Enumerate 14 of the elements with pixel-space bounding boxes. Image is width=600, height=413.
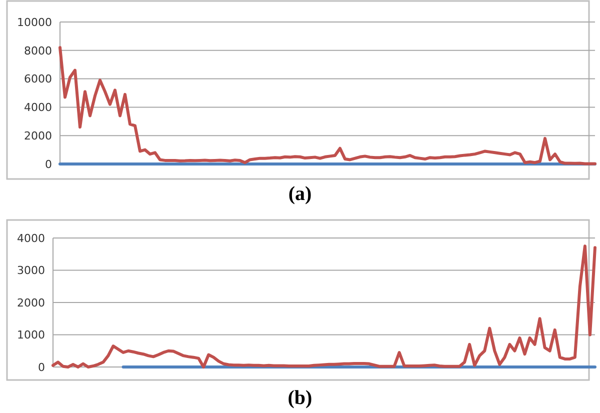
y-tick-label: 4000 <box>17 232 45 245</box>
text: (b) <box>288 387 312 409</box>
y-tick-label: 8000 <box>24 44 52 58</box>
y-tick-label: 2000 <box>17 296 45 310</box>
y-tick-label: 1000 <box>17 328 45 342</box>
y-tick-label: 0 <box>45 158 52 171</box>
y-tick-label: 6000 <box>24 72 52 86</box>
line-series <box>58 46 596 166</box>
y-tick-label: 10000 <box>17 16 52 29</box>
y-tick-label: 3000 <box>17 264 45 278</box>
y-tick-label: 0 <box>38 360 45 374</box>
y-tick-label: 2000 <box>24 129 52 142</box>
y-tick-label: 4000 <box>24 101 52 114</box>
text: (a) <box>288 183 312 205</box>
